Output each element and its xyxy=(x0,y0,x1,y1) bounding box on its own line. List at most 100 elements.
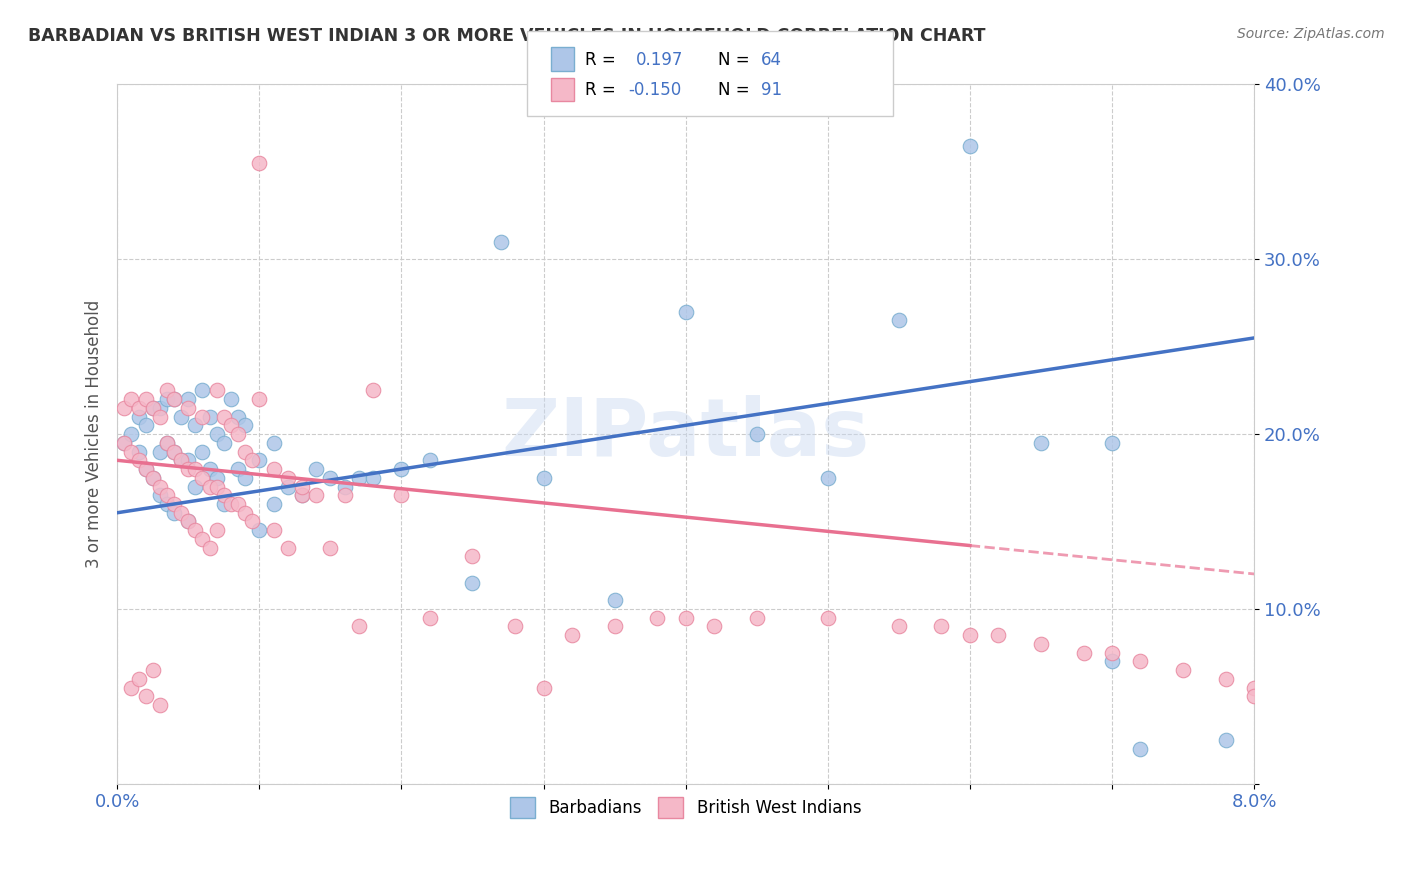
Point xyxy=(1215,672,1237,686)
Point xyxy=(219,392,242,406)
Point xyxy=(149,444,172,458)
Point xyxy=(212,409,235,424)
Point xyxy=(177,515,200,529)
Point xyxy=(959,138,981,153)
Point xyxy=(205,523,228,537)
Point xyxy=(156,384,179,398)
Point xyxy=(391,462,413,476)
Point xyxy=(191,409,214,424)
Point xyxy=(142,471,165,485)
Point xyxy=(887,619,910,633)
Point xyxy=(291,488,314,502)
Point xyxy=(135,392,157,406)
Point xyxy=(263,435,285,450)
Point xyxy=(240,515,263,529)
Point xyxy=(198,541,221,555)
Point xyxy=(1257,690,1279,704)
Point xyxy=(135,462,157,476)
Point xyxy=(120,444,142,458)
Point xyxy=(163,444,186,458)
Point xyxy=(177,462,200,476)
Point xyxy=(277,541,299,555)
Point xyxy=(461,575,484,590)
Point xyxy=(987,628,1010,642)
Point xyxy=(226,462,249,476)
Point xyxy=(128,444,150,458)
Point xyxy=(247,156,270,170)
Point xyxy=(247,523,270,537)
Point xyxy=(112,401,135,415)
Point xyxy=(120,681,142,695)
Point xyxy=(240,453,263,467)
Point xyxy=(959,628,981,642)
Point xyxy=(419,453,441,467)
Point xyxy=(1299,706,1322,721)
Point xyxy=(184,418,207,433)
Point xyxy=(1271,698,1294,712)
Text: N =: N = xyxy=(718,51,755,69)
Point xyxy=(226,427,249,442)
Point xyxy=(675,304,697,318)
Point xyxy=(135,462,157,476)
Point xyxy=(745,427,768,442)
Point xyxy=(247,392,270,406)
Point xyxy=(177,392,200,406)
Point xyxy=(184,479,207,493)
Point xyxy=(645,610,668,624)
Point xyxy=(1315,715,1337,730)
Point xyxy=(263,497,285,511)
Point xyxy=(128,453,150,467)
Point xyxy=(461,549,484,564)
Point xyxy=(1101,435,1123,450)
Point xyxy=(233,418,256,433)
Point xyxy=(198,462,221,476)
Point xyxy=(391,488,413,502)
Point xyxy=(233,471,256,485)
Text: BARBADIAN VS BRITISH WEST INDIAN 3 OR MORE VEHICLES IN HOUSEHOLD CORRELATION CHA: BARBADIAN VS BRITISH WEST INDIAN 3 OR MO… xyxy=(28,27,986,45)
Point xyxy=(263,462,285,476)
Point xyxy=(177,453,200,467)
Point xyxy=(305,488,328,502)
Point xyxy=(333,488,356,502)
Point xyxy=(703,619,725,633)
Point xyxy=(1073,646,1095,660)
Point xyxy=(219,497,242,511)
Text: R =: R = xyxy=(585,81,621,99)
Point xyxy=(1243,681,1265,695)
Point xyxy=(184,523,207,537)
Point xyxy=(212,497,235,511)
Point xyxy=(177,515,200,529)
Point xyxy=(361,384,384,398)
Point xyxy=(128,401,150,415)
Point xyxy=(156,435,179,450)
Point xyxy=(305,462,328,476)
Point xyxy=(333,479,356,493)
Point xyxy=(1285,698,1308,712)
Text: 91: 91 xyxy=(761,81,782,99)
Point xyxy=(184,462,207,476)
Point xyxy=(1129,741,1152,756)
Point xyxy=(170,453,193,467)
Point xyxy=(163,392,186,406)
Point xyxy=(675,610,697,624)
Point xyxy=(219,418,242,433)
Point xyxy=(745,610,768,624)
Point xyxy=(212,435,235,450)
Point xyxy=(1243,690,1265,704)
Point xyxy=(233,506,256,520)
Point xyxy=(233,444,256,458)
Point xyxy=(149,409,172,424)
Text: R =: R = xyxy=(585,51,626,69)
Point xyxy=(1215,733,1237,747)
Point xyxy=(347,471,370,485)
Point xyxy=(120,392,142,406)
Point xyxy=(198,479,221,493)
Point xyxy=(603,593,626,607)
Point xyxy=(156,435,179,450)
Point xyxy=(191,444,214,458)
Point xyxy=(163,497,186,511)
Point xyxy=(503,619,526,633)
Point xyxy=(128,672,150,686)
Point xyxy=(149,488,172,502)
Point xyxy=(533,681,555,695)
